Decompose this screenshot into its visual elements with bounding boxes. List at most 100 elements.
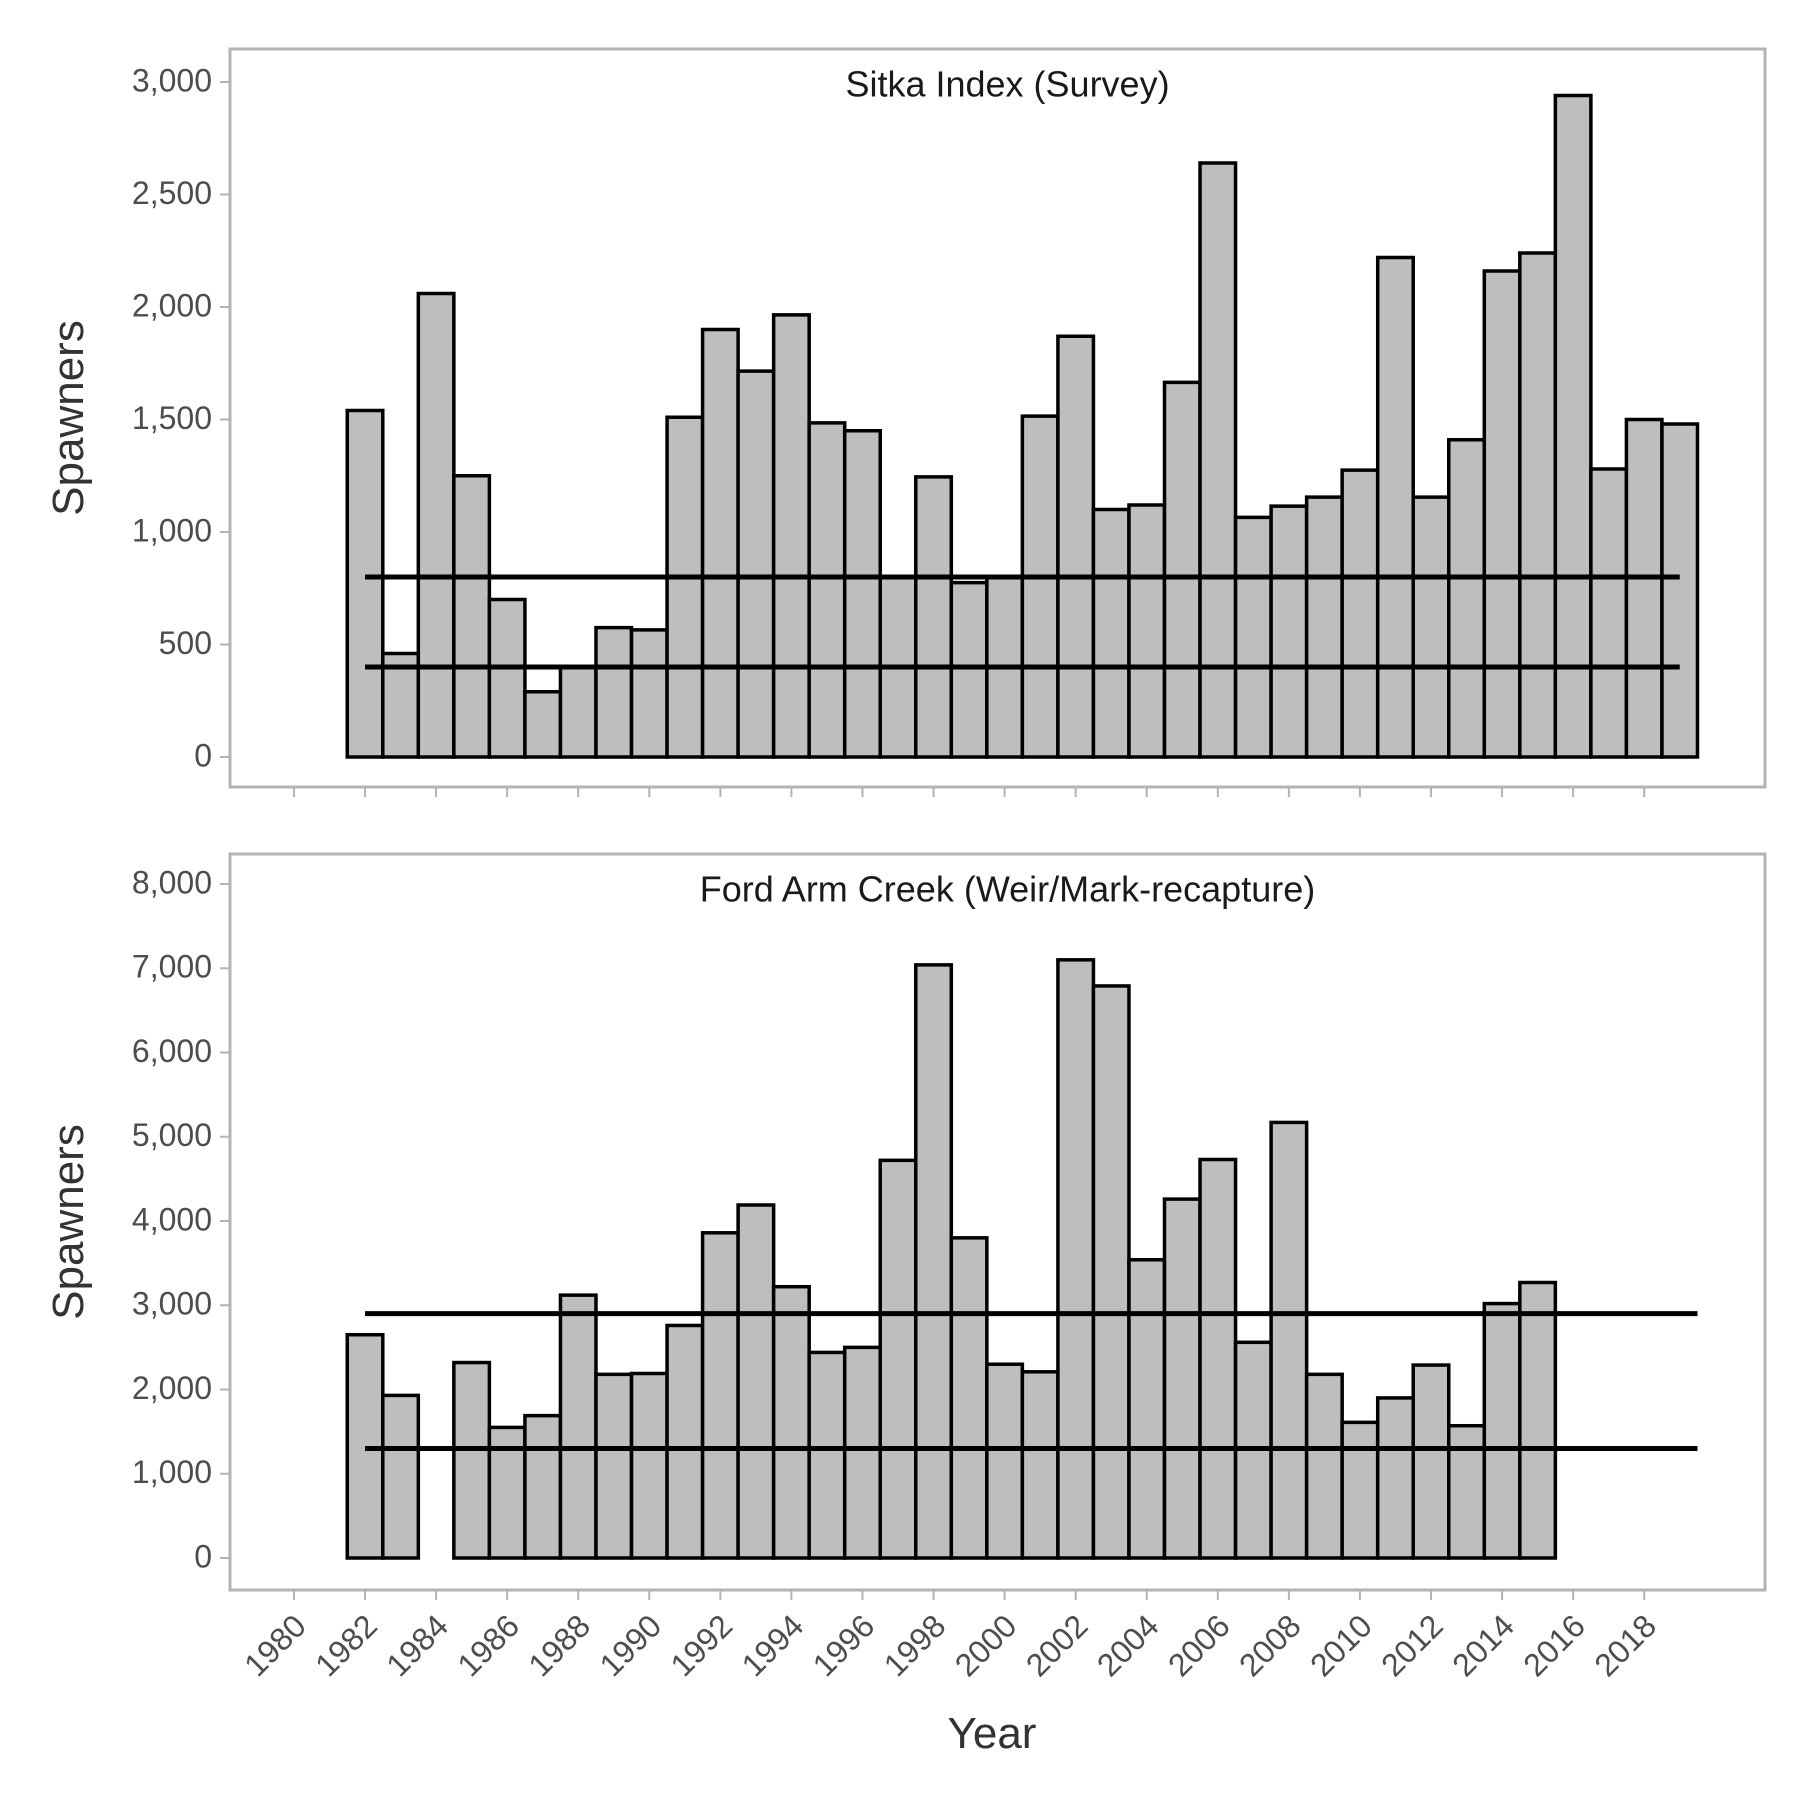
x-tick-label: 1994 bbox=[735, 1607, 811, 1683]
bar-2019 bbox=[1660, 422, 1700, 759]
y-tick-label: 2,000 bbox=[132, 1370, 212, 1406]
panels: 0 500 1,000 1,500 2,000 2,500 3,000 Spawners Sit… bbox=[44, 47, 1767, 1600]
bar-2015 bbox=[1518, 251, 1558, 759]
bar-1983 bbox=[381, 1393, 421, 1560]
panel-title: Sitka Index (Survey) bbox=[845, 64, 1169, 105]
bar-2005 bbox=[1162, 380, 1202, 759]
x-tick-label: 2010 bbox=[1303, 1607, 1379, 1683]
bar-1994 bbox=[771, 1284, 811, 1560]
y-tick-label: 1,500 bbox=[132, 400, 212, 436]
bars bbox=[345, 958, 1558, 1560]
bar-1995 bbox=[807, 421, 847, 759]
bar-2016 bbox=[1553, 93, 1593, 759]
y-tick-label: 2,500 bbox=[132, 175, 212, 211]
bar-1988 bbox=[558, 1293, 598, 1560]
panel-1: 0 500 1,000 1,500 2,000 2,500 3,000 Spawners Sit… bbox=[44, 47, 1767, 797]
bar-2002 bbox=[1056, 334, 1096, 759]
bar-2017 bbox=[1589, 467, 1629, 759]
x-tick-label: 2018 bbox=[1587, 1607, 1663, 1683]
x-tick-label: 1986 bbox=[450, 1607, 526, 1683]
bar-1985 bbox=[452, 474, 492, 759]
bar-2014 bbox=[1482, 1301, 1522, 1560]
bar-2013 bbox=[1447, 438, 1487, 759]
bar-2006 bbox=[1198, 1157, 1238, 1560]
panel-2: 0 1,000 2,000 3,000 4,000 5,000 6,000 7,000 8,00… bbox=[44, 852, 1767, 1600]
x-tick-label: 1988 bbox=[521, 1607, 597, 1683]
bar-1985 bbox=[452, 1360, 492, 1560]
bar-1999 bbox=[949, 1236, 989, 1560]
x-tick-label: 2008 bbox=[1232, 1607, 1308, 1683]
bar-1994 bbox=[771, 313, 811, 759]
x-tick-label: 1984 bbox=[379, 1607, 455, 1683]
y-tick-label: 4,000 bbox=[132, 1201, 212, 1237]
bar-1987 bbox=[523, 1413, 563, 1560]
bar-2008 bbox=[1269, 504, 1309, 759]
x-tick-label: 1998 bbox=[877, 1607, 953, 1683]
y-tick-label: 1,000 bbox=[132, 512, 212, 548]
bar-1998 bbox=[914, 963, 954, 1560]
x-tick-label: 2016 bbox=[1516, 1607, 1592, 1683]
x-tick-label: 2000 bbox=[948, 1607, 1024, 1683]
bar-1984 bbox=[416, 291, 456, 759]
reference-lines bbox=[365, 574, 1680, 670]
x-tick-label: 1996 bbox=[806, 1607, 882, 1683]
bar-1982 bbox=[345, 408, 385, 759]
x-tick-label: 1990 bbox=[592, 1607, 668, 1683]
y-tick-label: 1,000 bbox=[132, 1454, 212, 1490]
y-tick-label: 7,000 bbox=[132, 949, 212, 985]
bar-1991 bbox=[665, 415, 705, 759]
y-axis-title: Spawners bbox=[44, 1124, 93, 1320]
bar-1990 bbox=[629, 628, 669, 759]
bar-1986 bbox=[487, 597, 527, 759]
bar-1983 bbox=[381, 651, 421, 759]
bar-2013 bbox=[1447, 1423, 1487, 1560]
bar-1991 bbox=[665, 1323, 705, 1560]
bar-2002 bbox=[1056, 958, 1096, 1560]
y-axis: 0 1,000 2,000 3,000 4,000 5,000 6,000 7,000 8,00… bbox=[132, 864, 230, 1574]
bar-2007 bbox=[1233, 515, 1273, 759]
bar-1997 bbox=[878, 1158, 918, 1560]
x-ticks bbox=[292, 1590, 1646, 1600]
y-tick-label: 0 bbox=[194, 1538, 212, 1574]
y-tick-label: 6,000 bbox=[132, 1033, 212, 1069]
x-axis: 1980198219841986198819901992199419961998… bbox=[237, 1607, 1663, 1683]
bar-2012 bbox=[1411, 495, 1451, 759]
bar-2018 bbox=[1624, 417, 1664, 759]
bar-1999 bbox=[949, 580, 989, 759]
bar-1996 bbox=[842, 1345, 882, 1560]
bar-2010 bbox=[1340, 468, 1380, 759]
reference-lines bbox=[365, 1311, 1698, 1451]
bar-1993 bbox=[736, 369, 776, 759]
bar-2008 bbox=[1269, 1120, 1309, 1560]
y-tick-label: 3,000 bbox=[132, 62, 212, 98]
bar-1992 bbox=[700, 1231, 740, 1560]
bar-2015 bbox=[1518, 1280, 1558, 1560]
y-tick-label: 5,000 bbox=[132, 1117, 212, 1153]
bar-2011 bbox=[1375, 255, 1415, 759]
y-tick-label: 500 bbox=[159, 625, 212, 661]
bar-2009 bbox=[1304, 1372, 1344, 1560]
bar-1998 bbox=[914, 475, 954, 759]
bar-2010 bbox=[1340, 1420, 1380, 1560]
panel-border bbox=[228, 47, 1767, 789]
panel-title: Ford Arm Creek (Weir/Mark-recapture) bbox=[700, 869, 1315, 910]
bar-1995 bbox=[807, 1350, 847, 1560]
x-tick-label: 2014 bbox=[1445, 1607, 1521, 1683]
x-tick-label: 1980 bbox=[237, 1607, 313, 1683]
bar-1990 bbox=[629, 1371, 669, 1560]
x-tick-label: 1992 bbox=[664, 1607, 740, 1683]
bar-2006 bbox=[1198, 161, 1238, 759]
bar-1993 bbox=[736, 1203, 776, 1560]
bar-1989 bbox=[594, 625, 634, 759]
bar-2012 bbox=[1411, 1363, 1451, 1560]
bar-2014 bbox=[1482, 269, 1522, 759]
y-axis-title: Spawners bbox=[44, 320, 93, 516]
y-tick-label: 8,000 bbox=[132, 864, 212, 900]
x-tick-label: 2006 bbox=[1161, 1607, 1237, 1683]
bar-2004 bbox=[1127, 1258, 1167, 1560]
bar-2001 bbox=[1020, 1370, 1060, 1560]
bar-1996 bbox=[842, 429, 882, 759]
x-ticks bbox=[292, 787, 1646, 797]
bar-1992 bbox=[700, 327, 740, 759]
bars bbox=[345, 93, 1700, 759]
